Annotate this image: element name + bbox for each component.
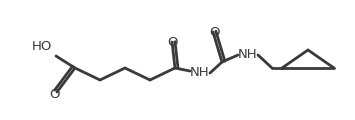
Text: O: O xyxy=(50,87,60,101)
Text: O: O xyxy=(167,36,177,49)
Text: NH: NH xyxy=(238,48,258,61)
Text: NH: NH xyxy=(190,66,210,78)
Text: HO: HO xyxy=(32,41,52,54)
Text: O: O xyxy=(209,27,219,39)
